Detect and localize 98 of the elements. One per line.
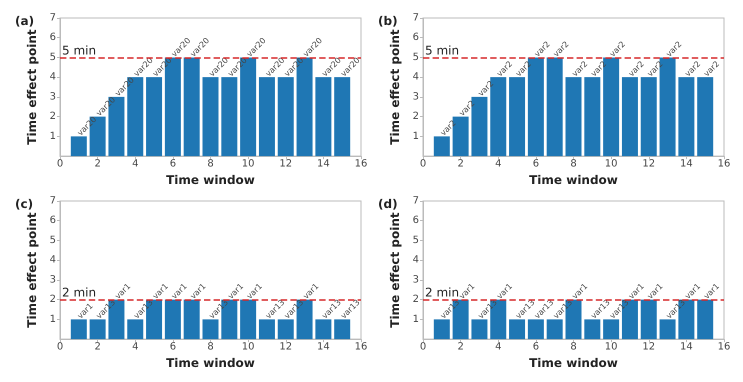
x-tick-label: 14 — [680, 158, 693, 170]
ref-line-label: 2 min — [425, 286, 460, 300]
x-tick-label: 4 — [495, 342, 502, 353]
y-axis-title: Time effect point — [25, 212, 39, 328]
y-tick-label: 5 — [412, 52, 419, 63]
y-tick-label: 2 — [412, 294, 419, 306]
x-tick-label: 0 — [56, 158, 64, 170]
x-tick-label: 12 — [642, 158, 656, 170]
x-tick-label: 2 — [457, 342, 464, 353]
y-tick-label: 2 — [412, 111, 419, 122]
bar — [334, 77, 350, 156]
x-tick-label: 10 — [604, 342, 618, 353]
y-tick-label: 2 — [50, 111, 56, 122]
y-axis-title: Time effect point — [388, 212, 402, 328]
x-tick-label: 8 — [207, 158, 214, 170]
bar — [258, 77, 275, 156]
chart-title: (b) — [378, 14, 398, 28]
x-tick-label: 6 — [532, 342, 540, 353]
y-tick-label: 2 — [50, 294, 56, 306]
y-tick-label: 4 — [50, 254, 56, 266]
bar — [509, 77, 526, 156]
x-axis-title: Time window — [529, 173, 618, 187]
y-tick-label: 1 — [50, 130, 56, 142]
x-tick-label: 10 — [242, 158, 254, 170]
ref-line-label: 2 min — [62, 286, 96, 300]
chart-title: (a) — [15, 14, 34, 28]
x-tick-label: 4 — [132, 158, 138, 170]
x-tick-label: 6 — [170, 342, 176, 353]
x-tick-label: 12 — [279, 158, 292, 170]
bar — [546, 57, 563, 156]
x-tick-label: 2 — [94, 342, 101, 353]
y-tick-label: 1 — [50, 314, 56, 325]
bar — [202, 77, 218, 156]
bar — [640, 77, 657, 156]
y-tick-label: 7 — [50, 196, 56, 206]
x-tick-label: 10 — [242, 342, 254, 353]
bar — [678, 77, 694, 156]
x-tick-label: 8 — [570, 158, 577, 170]
y-tick-label: 6 — [50, 32, 56, 44]
y-tick-label: 3 — [50, 91, 56, 102]
x-tick-label: 2 — [94, 158, 101, 170]
bar — [221, 77, 238, 156]
x-tick-label: 8 — [570, 342, 577, 353]
bar — [434, 136, 450, 156]
y-tick-label: 5 — [412, 234, 419, 246]
x-tick-label: 10 — [604, 158, 618, 170]
x-tick-label: 2 — [457, 158, 464, 170]
y-tick-label: 4 — [412, 72, 419, 83]
y-axis-title: Time effect point — [388, 29, 402, 145]
y-tick-label: 4 — [412, 254, 419, 266]
bar — [146, 77, 162, 156]
bar — [70, 136, 87, 156]
x-tick-label: 14 — [317, 158, 330, 170]
x-tick-label: 16 — [354, 342, 368, 353]
x-tick-label: 6 — [532, 158, 540, 170]
bar — [697, 77, 714, 156]
y-tick-label: 5 — [50, 234, 56, 246]
y-tick-label: 7 — [50, 12, 56, 24]
x-tick-label: 14 — [680, 342, 693, 353]
x-tick-label: 16 — [718, 342, 730, 353]
x-tick-label: 4 — [132, 342, 138, 353]
ref-line-label: 5 min — [425, 43, 460, 58]
x-tick-label: 16 — [718, 158, 730, 170]
bar — [566, 77, 582, 156]
y-axis-title: Time effect point — [25, 29, 39, 145]
bar — [584, 77, 600, 156]
x-tick-label: 4 — [495, 158, 502, 170]
bar — [278, 77, 294, 156]
chart-title: (c) — [15, 197, 34, 211]
y-tick-label: 6 — [412, 215, 419, 226]
x-tick-label: 12 — [642, 342, 656, 353]
bar — [315, 77, 332, 156]
y-tick-label: 1 — [412, 314, 419, 325]
y-tick-label: 4 — [50, 72, 56, 83]
y-tick-label: 7 — [412, 196, 419, 206]
y-tick-label: 5 — [50, 52, 56, 63]
x-axis-title: Time window — [529, 356, 618, 370]
chart-title: (d) — [378, 197, 398, 211]
y-tick-label: 6 — [412, 32, 419, 44]
x-tick-label: 16 — [354, 158, 368, 170]
y-tick-label: 3 — [412, 274, 419, 286]
x-axis-title: Time window — [166, 356, 255, 370]
bar — [622, 77, 638, 156]
bar — [184, 57, 200, 156]
y-tick-label: 3 — [50, 274, 56, 286]
x-tick-label: 6 — [170, 158, 176, 170]
x-tick-label: 0 — [420, 342, 426, 353]
x-tick-label: 0 — [420, 158, 426, 170]
y-tick-label: 7 — [412, 12, 419, 24]
x-tick-label: 14 — [317, 342, 330, 353]
y-tick-label: 6 — [50, 215, 56, 226]
x-tick-label: 0 — [56, 342, 64, 353]
x-tick-label: 12 — [279, 342, 292, 353]
x-axis-title: Time window — [166, 173, 255, 187]
y-tick-label: 3 — [412, 91, 419, 102]
x-tick-label: 8 — [207, 342, 214, 353]
y-tick-label: 1 — [412, 130, 419, 142]
ref-line-label: 5 min — [62, 43, 96, 58]
